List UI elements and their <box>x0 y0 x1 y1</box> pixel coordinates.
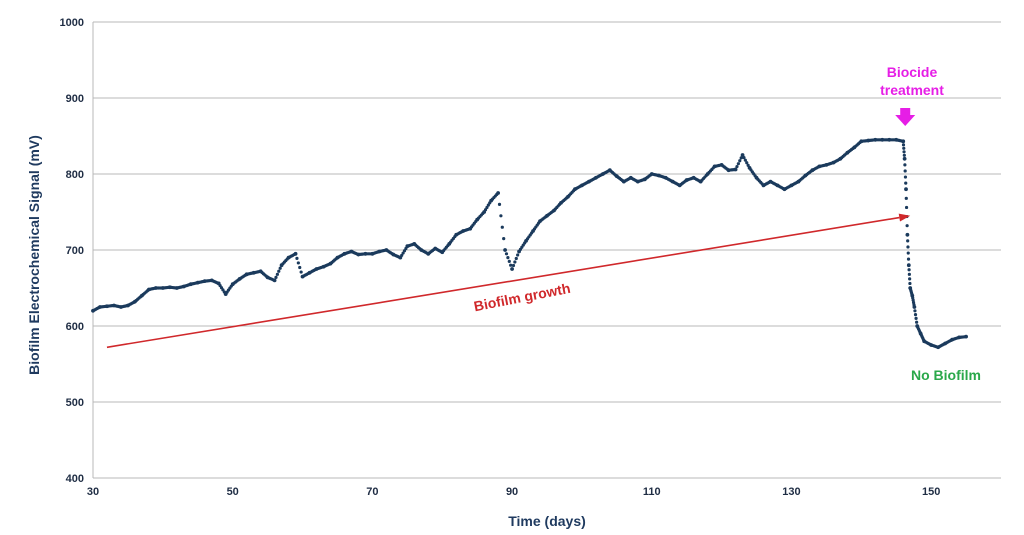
x-tick-label: 70 <box>366 486 378 498</box>
data-point-fill <box>904 181 908 185</box>
data-point-fill <box>500 225 504 229</box>
x-tick-label: 90 <box>506 486 518 498</box>
data-point <box>901 139 906 144</box>
data-point-fill <box>904 196 908 200</box>
x-tick-label: 110 <box>643 486 661 498</box>
data-point-fill <box>742 155 746 160</box>
data-point-fill <box>497 202 502 206</box>
data-point-fill <box>296 261 300 265</box>
data-point <box>272 278 277 283</box>
trend-arrow-line <box>106 216 900 349</box>
data-point-fill <box>901 143 906 147</box>
data-point-fill <box>499 214 503 218</box>
data-point <box>496 191 501 195</box>
y-tick-label: 800 <box>66 169 84 181</box>
y-tick-label: 900 <box>66 93 84 105</box>
data-point-fill <box>904 205 909 210</box>
y-tick-labels: 400 500 600 700 800 900 1000 <box>60 17 84 485</box>
grid-lines <box>92 21 1001 479</box>
data-point-fill <box>907 272 911 276</box>
x-tick-label: 130 <box>782 486 800 498</box>
data-point-fill <box>739 156 743 160</box>
y-tick-label: 400 <box>66 473 84 485</box>
y-tick-label: 700 <box>66 245 84 257</box>
data-point <box>904 187 908 192</box>
data-point <box>740 153 745 157</box>
data-point-fill <box>908 281 912 286</box>
data-point-fill <box>913 313 918 317</box>
data-point-fill <box>903 169 907 173</box>
data-point-fill <box>913 309 917 313</box>
data-point-fill <box>903 175 908 179</box>
biocide-label: Biocide <box>887 64 938 80</box>
data-point-fill <box>908 277 912 281</box>
y-tick-label: 500 <box>66 397 84 409</box>
data-point-fill <box>275 272 279 276</box>
data-point-fill <box>745 161 749 165</box>
no-biofilm-label: No Biofilm <box>911 367 981 383</box>
data-point-fill <box>915 320 919 324</box>
data-point-fill <box>274 275 278 279</box>
data-point-fill <box>906 257 911 261</box>
data-point-fill <box>298 265 302 270</box>
data-point-fill <box>277 269 281 273</box>
treatment-arrow-icon <box>895 108 916 126</box>
data-point-fill <box>735 164 739 169</box>
data-point <box>905 232 910 237</box>
data-point-fill <box>743 158 747 162</box>
x-tick-labels: 30 50 70 90 110 130 150 <box>87 486 940 498</box>
data-point-fill <box>736 162 740 166</box>
data-point-fill <box>902 150 906 154</box>
data-point-fill <box>907 268 911 272</box>
data-point-fill <box>903 163 907 167</box>
treatment-label: treatment <box>880 82 944 98</box>
data-point-fill <box>511 263 516 268</box>
data-point-fill <box>509 263 513 267</box>
data-point-fill <box>506 256 510 260</box>
data-point <box>902 156 907 161</box>
data-point-fill <box>507 259 511 263</box>
data-point-fill <box>502 237 506 241</box>
data-point <box>503 248 507 252</box>
data-point-fill <box>906 245 910 249</box>
data-point-fill <box>902 146 906 150</box>
x-tick-label: 150 <box>922 486 940 498</box>
y-tick-label: 600 <box>66 321 84 333</box>
data-point-fill <box>906 251 910 255</box>
trend-arrow-head <box>898 213 911 222</box>
data-point-fill <box>514 256 518 261</box>
y-axis-title: Biofilm Electrochemical Signal (mV) <box>26 135 42 375</box>
data-point-fill <box>516 253 520 257</box>
data-point-fill <box>295 256 299 260</box>
data-point-fill <box>738 159 742 163</box>
data-point-fill <box>902 153 906 157</box>
data-point <box>733 167 738 172</box>
data-point-fill <box>906 239 910 243</box>
x-tick-label: 50 <box>227 486 239 498</box>
data-point-fill <box>299 270 303 274</box>
data-point <box>964 334 968 339</box>
data-point <box>912 305 917 309</box>
data-point-fill <box>504 252 509 256</box>
data-point <box>510 267 514 271</box>
x-tick-label: 30 <box>87 486 99 498</box>
data-point <box>293 251 298 256</box>
data-series <box>91 137 968 350</box>
y-tick-label: 1000 <box>60 17 84 29</box>
data-point-fill <box>905 224 909 228</box>
data-point <box>906 263 911 268</box>
x-axis-title: Time (days) <box>508 513 586 529</box>
data-point-fill <box>513 260 517 264</box>
data-point-fill <box>278 266 282 270</box>
data-point-fill <box>914 316 918 320</box>
